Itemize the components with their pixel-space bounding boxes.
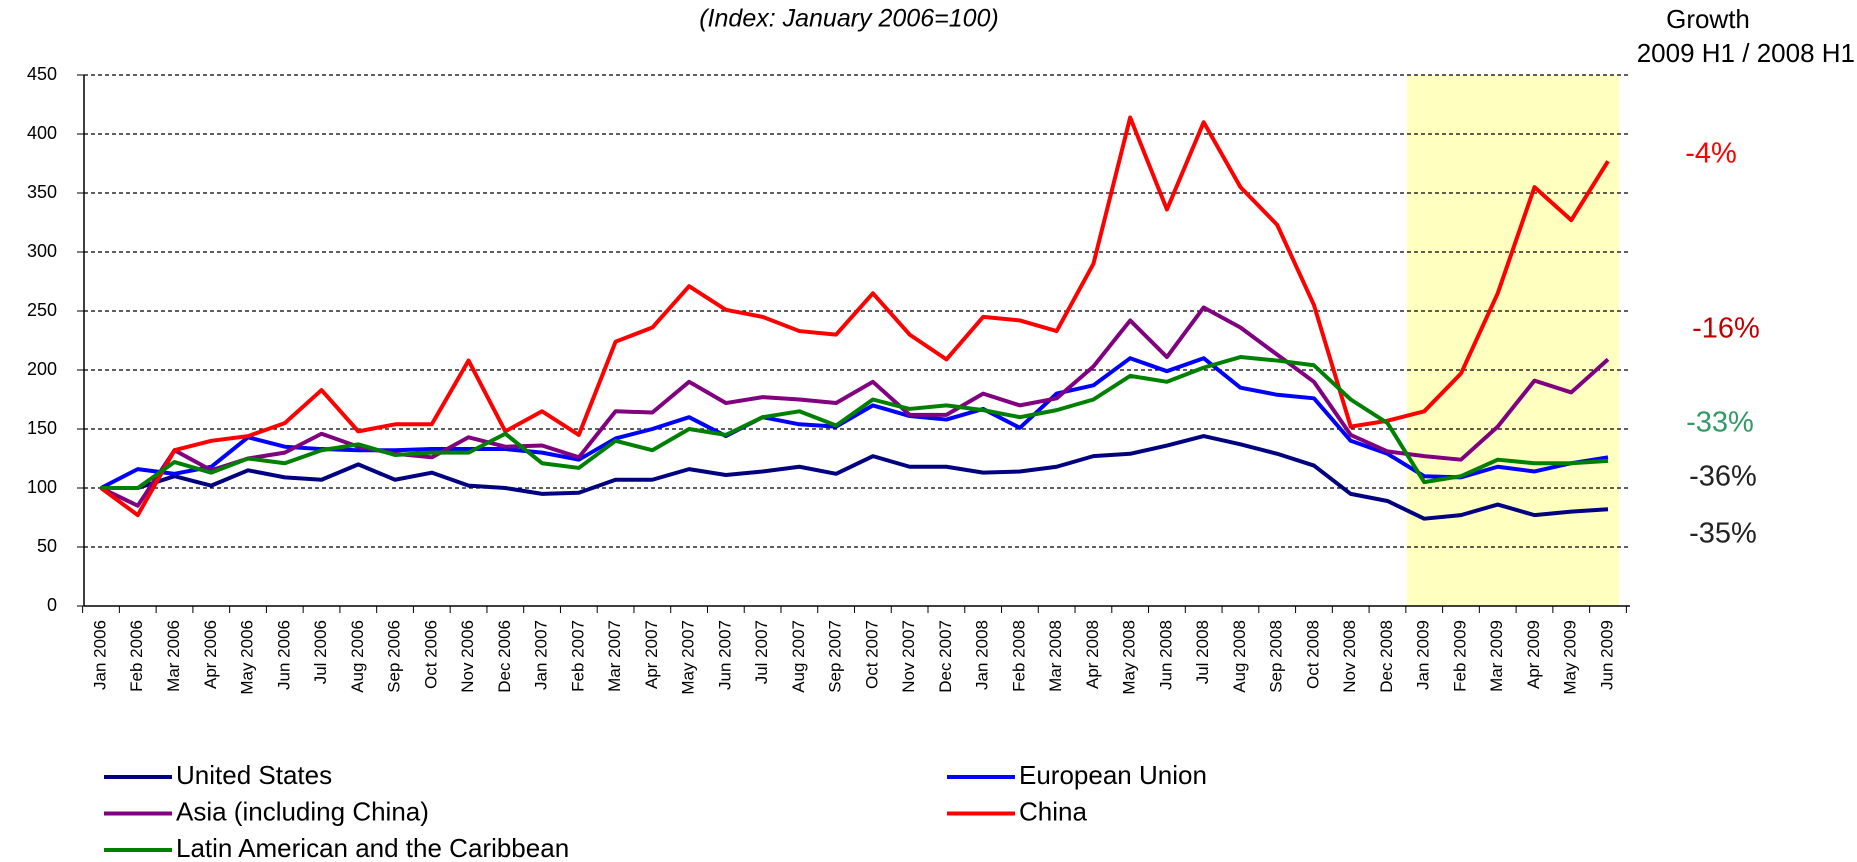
x-tick-label: Mar 2006 (164, 620, 183, 692)
x-tick-label: May 2009 (1561, 620, 1580, 695)
y-tick-label: 200 (27, 359, 57, 379)
x-tick-label: Feb 2006 (127, 620, 146, 692)
x-tick-label: Jun 2007 (715, 620, 734, 690)
x-tick-label: Nov 2008 (1340, 620, 1359, 693)
legend-label: United States (176, 760, 332, 790)
y-tick-label: 250 (27, 300, 57, 320)
x-tick-label: Jun 2009 (1597, 620, 1616, 690)
growth-header: Growth (1666, 4, 1750, 34)
x-tick-label: Sep 2008 (1267, 620, 1286, 693)
x-tick-label: Dec 2007 (936, 620, 955, 693)
x-tick-label: Oct 2006 (421, 620, 440, 689)
x-tick-label: Apr 2007 (642, 620, 661, 689)
x-tick-label: Apr 2008 (1083, 620, 1102, 689)
growth-annotation: -33% (1686, 407, 1754, 439)
x-tick-label: Aug 2006 (348, 620, 367, 693)
x-tick-label: May 2006 (238, 620, 257, 695)
x-tick-label: Jan 2006 (90, 620, 109, 690)
x-tick-label: Jun 2008 (1156, 620, 1175, 690)
x-tick-label: Jan 2007 (532, 620, 551, 690)
y-tick-label: 100 (27, 477, 57, 497)
x-tick-label: Sep 2007 (826, 620, 845, 693)
x-tick-label: Jul 2008 (1193, 620, 1212, 684)
chart-title: (Index: January 2006=100) (699, 5, 999, 33)
x-tick-label: Apr 2009 (1524, 620, 1543, 689)
y-tick-label: 350 (27, 182, 57, 202)
y-tick-label: 50 (37, 536, 57, 556)
x-tick-label: Nov 2006 (458, 620, 477, 693)
growth-annotation: -36% (1689, 461, 1757, 493)
x-tick-label: Apr 2006 (201, 620, 220, 689)
x-tick-label: May 2008 (1120, 620, 1139, 695)
x-tick-label: May 2007 (679, 620, 698, 695)
x-tick-label: Mar 2007 (605, 620, 624, 692)
x-tick-label: Dec 2008 (1377, 620, 1396, 693)
x-tick-label: Jul 2007 (752, 620, 771, 684)
x-tick-label: Jan 2008 (973, 620, 992, 690)
y-tick-label: 450 (27, 64, 57, 84)
x-tick-label: Oct 2008 (1303, 620, 1322, 689)
x-tick-label: Aug 2008 (1230, 620, 1249, 693)
y-tick-label: 150 (27, 418, 57, 438)
growth-header: 2009 H1 / 2008 H1 (1637, 38, 1855, 68)
x-tick-label: Feb 2009 (1450, 620, 1469, 692)
x-tick-label: Oct 2007 (862, 620, 881, 689)
x-tick-label: Dec 2006 (495, 620, 514, 693)
x-tick-label: Jul 2006 (311, 620, 330, 684)
series-line (101, 355, 1609, 490)
legend-label: Latin American and the Caribbean (176, 833, 569, 862)
x-tick-label: Mar 2008 (1046, 620, 1065, 692)
series-line (99, 115, 1610, 518)
x-tick-label: Feb 2008 (1009, 620, 1028, 692)
growth-annotation: -16% (1692, 313, 1760, 345)
legend-label: European Union (1019, 760, 1207, 790)
series-line (101, 434, 1609, 521)
x-tick-label: Sep 2006 (385, 620, 404, 693)
y-tick-label: 400 (27, 123, 57, 143)
legend-label: Asia (including China) (176, 796, 429, 826)
x-tick-label: Feb 2007 (568, 620, 587, 692)
x-tick-label: Jun 2006 (274, 620, 293, 690)
legend-label: China (1019, 796, 1087, 826)
series-line (100, 356, 1609, 490)
x-tick-label: Mar 2009 (1487, 620, 1506, 692)
y-tick-label: 300 (27, 241, 57, 261)
growth-annotation: -4% (1685, 138, 1737, 170)
y-tick-label: 0 (47, 595, 57, 615)
x-tick-label: Jan 2009 (1414, 620, 1433, 690)
growth-annotation: -35% (1689, 518, 1757, 550)
highlight-2009-h1 (1407, 75, 1619, 606)
x-tick-label: Nov 2007 (899, 620, 918, 693)
x-tick-label: Aug 2007 (789, 620, 808, 693)
